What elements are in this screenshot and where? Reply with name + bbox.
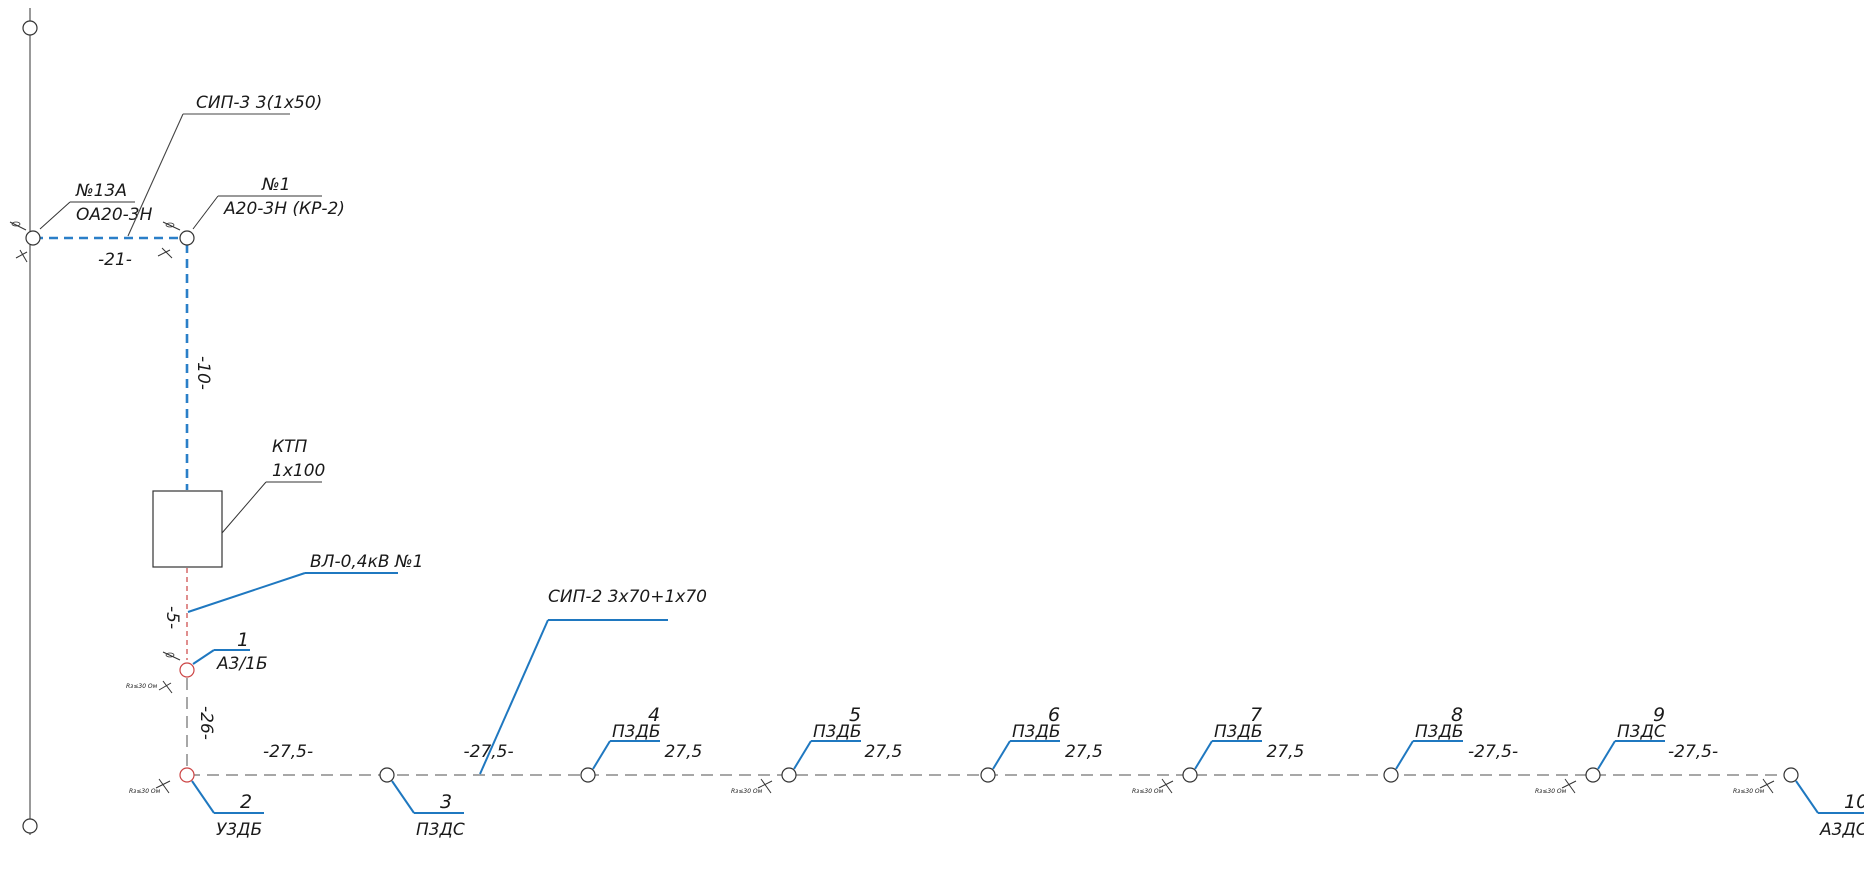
support-5-ground-icon	[757, 778, 773, 794]
span-label-6-7: 27,5	[1065, 742, 1103, 762]
pole-13a-ground-icon	[15, 249, 28, 263]
support-8	[1383, 767, 1399, 783]
support-7-type: П3ДБ	[1214, 722, 1263, 742]
pole-1-top	[179, 230, 195, 246]
support-9-number: 9	[1653, 704, 1665, 726]
support-4-leader	[592, 740, 611, 770]
support-7-number: 7	[1250, 704, 1262, 726]
pole-13a-type: ОА20-3Н	[76, 205, 153, 225]
support-5-number: 5	[849, 704, 861, 726]
support-10	[1783, 767, 1799, 783]
pole-1-top-type: А20-3Н (КР-2)	[223, 199, 345, 219]
support-10-type: А3ДС	[1819, 820, 1864, 840]
support-2-ground-icon	[155, 778, 171, 794]
pole-1-top-leader	[192, 195, 219, 230]
support-5-type: П3ДБ	[813, 722, 862, 742]
support-7-ground-note: Rз≤30 Ом	[1132, 788, 1164, 795]
support-6-type: П3ДБ	[1012, 722, 1061, 742]
support-2-number: 2	[240, 791, 252, 813]
pole-1-top-ground-icon	[157, 247, 173, 259]
ktp-name: КТП	[272, 437, 307, 457]
backbone-top-marker	[22, 20, 38, 36]
support-1-ground-note: Rз≤30 Ом	[126, 683, 158, 690]
span-label-2-3: -27,5-	[263, 742, 313, 762]
pole-1-top-number: №1	[261, 175, 291, 195]
span-10-label: -10-	[193, 356, 213, 390]
backbone-bottom-marker	[22, 818, 38, 834]
pole-1-top-insulator-icon	[162, 221, 181, 231]
support-4-type: П3ДБ	[612, 722, 661, 742]
support-10-ground-icon	[1759, 778, 1775, 794]
support-9	[1585, 767, 1601, 783]
support-3-leader	[391, 780, 415, 814]
support-2-type: У3ДБ	[216, 820, 262, 840]
support-9-ground-icon	[1561, 778, 1577, 794]
support-9-leader	[1597, 740, 1616, 770]
line-name-leader	[187, 572, 306, 613]
support-1	[179, 662, 195, 678]
support-1-leader	[192, 649, 215, 665]
cable-sip2-label: СИП-2 3х70+1х70	[548, 587, 707, 607]
cable-sip3-label: СИП-3 3(1х50)	[196, 93, 322, 113]
pole-13a-insulator-icon	[9, 221, 27, 231]
cable-sip2-leader	[479, 619, 549, 775]
support-2	[179, 767, 195, 783]
support-8-type: П3ДБ	[1415, 722, 1464, 742]
span-label-3-4: -27,5-	[464, 742, 514, 762]
span-label-7-8: 27,5	[1267, 742, 1305, 762]
support-4	[580, 767, 596, 783]
support-6	[980, 767, 996, 783]
support-2-leader	[191, 780, 215, 814]
support-7-ground-icon	[1158, 778, 1174, 794]
support-9-type: П3ДС	[1617, 722, 1666, 742]
span-26-label: -26-	[196, 706, 216, 740]
span-label-4-5: 27,5	[665, 742, 703, 762]
support-1-type: А3/1Б	[216, 654, 268, 674]
support-1-insulator-icon	[162, 651, 181, 661]
pole-13a	[25, 230, 41, 246]
support-3	[379, 767, 395, 783]
pole-13a-leader	[39, 201, 71, 230]
support-5-ground-note: Rз≤30 Ом	[731, 788, 763, 795]
span-label-5-6: 27,5	[865, 742, 903, 762]
support-8-leader	[1395, 740, 1414, 770]
span-21-label: -21-	[98, 250, 132, 270]
support-5-leader	[793, 740, 812, 770]
support-9-ground-note: Rз≤30 Ом	[1535, 788, 1567, 795]
support-10-ground-note: Rз≤30 Ом	[1733, 788, 1765, 795]
span-5-label: -5-	[162, 606, 182, 629]
support-6-number: 6	[1048, 704, 1060, 726]
support-10-leader	[1795, 780, 1819, 814]
support-1-number: 1	[237, 629, 249, 651]
support-3-number: 3	[440, 791, 452, 813]
support-2-ground-note: Rз≤30 Ом	[129, 788, 161, 795]
pole-13a-number: №13А	[75, 181, 127, 201]
support-6-leader	[992, 740, 1011, 770]
span-label-8-9: -27,5-	[1468, 742, 1518, 762]
support-5	[781, 767, 797, 783]
support-4-number: 4	[648, 704, 660, 726]
ktp-leader	[221, 481, 267, 534]
support-3-type: П3ДС	[416, 820, 465, 840]
cable-sip3-leader	[127, 113, 184, 237]
support-1-ground-icon	[158, 680, 173, 694]
support-8-number: 8	[1451, 704, 1463, 726]
ktp-power: 1х100	[272, 461, 325, 481]
support-7-leader	[1194, 740, 1213, 770]
line-name-label: ВЛ-0,4кВ №1	[310, 552, 423, 572]
span-label-9-10: -27,5-	[1668, 742, 1718, 762]
support-7	[1182, 767, 1198, 783]
support-10-number: 10	[1844, 791, 1864, 813]
ktp-substation	[152, 490, 223, 568]
